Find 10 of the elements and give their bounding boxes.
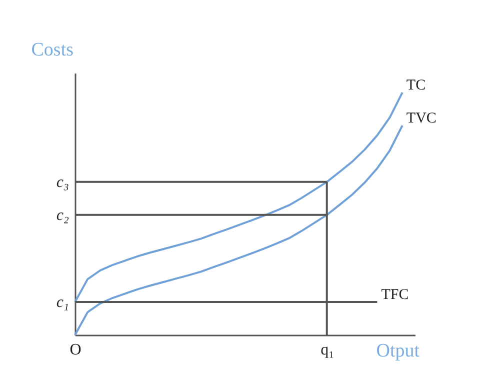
x-tick-label: O (70, 342, 82, 358)
x-tick-label: q₁ (320, 342, 334, 358)
series-label: TVC (406, 110, 436, 126)
series-label: c₃ (56, 174, 69, 191)
y-axis-title: Costs (31, 40, 74, 60)
text: c₁ (56, 294, 69, 312)
series-label: TFC (381, 287, 409, 304)
x-axis-title: Otput (376, 340, 420, 362)
series-label: c₂ (56, 206, 70, 224)
series-label: TC (406, 77, 426, 94)
